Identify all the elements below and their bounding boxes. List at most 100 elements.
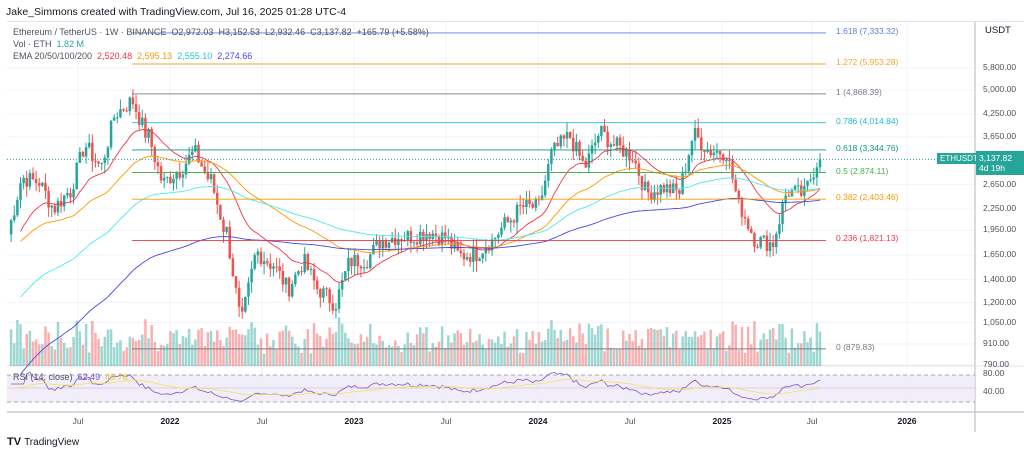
candle-body [334,308,338,311]
candle-body [147,128,150,138]
volume-bar [134,340,138,366]
candle-body [525,199,528,208]
candle-body [222,219,225,232]
candle-body [284,277,288,285]
candle-body [522,205,525,208]
candle-body [484,248,488,254]
candle-body [125,110,128,112]
candle-body [159,166,163,181]
currency-label[interactable]: USDT [985,25,1011,36]
candle-body [440,232,444,245]
candle-body [256,251,260,256]
chart-frame[interactable] [7,21,1024,432]
last-price-tag: 3,137.82 4d 19h [976,151,1024,175]
candle-body [278,266,281,271]
candle-body [197,144,200,163]
candle-body [231,258,235,277]
volume-bar [353,344,356,366]
candle-body [269,263,272,269]
candle-body [750,228,753,234]
volume-bar [734,324,737,366]
volume-bar [290,336,294,366]
volume-bar [606,328,609,366]
volume-bar [372,343,375,366]
volume-bar [178,343,182,366]
volume-bar [456,330,459,366]
open: O2,972.03 [171,27,214,37]
candle-body [200,162,203,167]
volume-bar [753,321,756,366]
symbol-name[interactable]: Ethereum / TetherUS · 1W · BINANCE [13,27,167,37]
volume-bar [56,321,60,366]
volume-bar [806,342,809,366]
volume-bar [344,332,347,366]
candle-body [72,189,75,198]
volume-bar [222,346,225,366]
candle-body [103,157,107,164]
candle-body [706,149,709,152]
candle-body [587,153,591,168]
candle-body [34,179,38,184]
candle-body [459,250,463,254]
volume-bar [422,333,425,366]
volume-bar [365,336,369,366]
volume-bar [812,351,816,366]
candle-body [69,192,72,198]
volume-bar [668,346,672,366]
volume-bar [631,341,634,366]
candle-body [87,142,91,148]
candle-body [625,149,628,157]
candle-body [731,160,734,180]
candle-body [53,205,57,213]
volume-bar [781,323,784,366]
ema-label[interactable]: EMA 20/50/100/200 [13,51,93,61]
volume-bar [600,324,603,366]
volume-bar [59,338,63,366]
candle-body [762,235,766,238]
rsi-label[interactable]: RSI (14, close) [13,372,73,382]
time-tick: Jul [624,416,636,426]
tradingview-logo[interactable]: TV TradingView [7,436,79,448]
volume-bar [425,327,428,366]
candle-body [153,146,157,163]
candle-body [690,140,694,156]
candle-body [156,162,160,167]
candle-body [119,109,122,118]
candle-body [106,147,110,158]
price-tick: 1,650.00 [983,249,1017,260]
volume-bar [756,351,759,366]
volume-bar [743,353,747,366]
candle-body [600,125,603,136]
volume-bar [62,342,66,366]
candle-body [75,162,78,190]
candle-body [640,175,644,190]
candle-body [325,288,328,290]
candle-body [721,154,725,161]
price-chart[interactable] [7,22,1024,432]
volume-bar [787,352,791,366]
candle-body [100,163,103,165]
fib-level-label: 0.618 (3,344.76) [836,142,899,153]
volume-bar [131,337,135,366]
volume-bar [634,330,637,366]
candle-body [746,218,750,229]
volume-bar [584,344,588,366]
volume-bar [809,337,812,366]
volume-label[interactable]: Vol · ETH [13,39,52,49]
price-tick: 910.00 [983,337,1009,348]
volume-bar [284,325,288,366]
volume-bar [187,328,191,366]
candle-body [275,266,278,268]
price-tick: 5,000.00 [983,84,1017,94]
candle-body [378,240,381,249]
symbol-tag: ETHUSDT [937,153,981,164]
volume-bar [84,324,88,366]
volume-bar [725,350,728,366]
candle-body [66,192,69,196]
volume-bar [81,344,85,366]
volume-bar [50,345,53,366]
candle-body [397,239,400,245]
volume-bar [47,332,50,366]
candle-body [387,242,391,248]
price-tick: 790.00 [983,358,1009,369]
